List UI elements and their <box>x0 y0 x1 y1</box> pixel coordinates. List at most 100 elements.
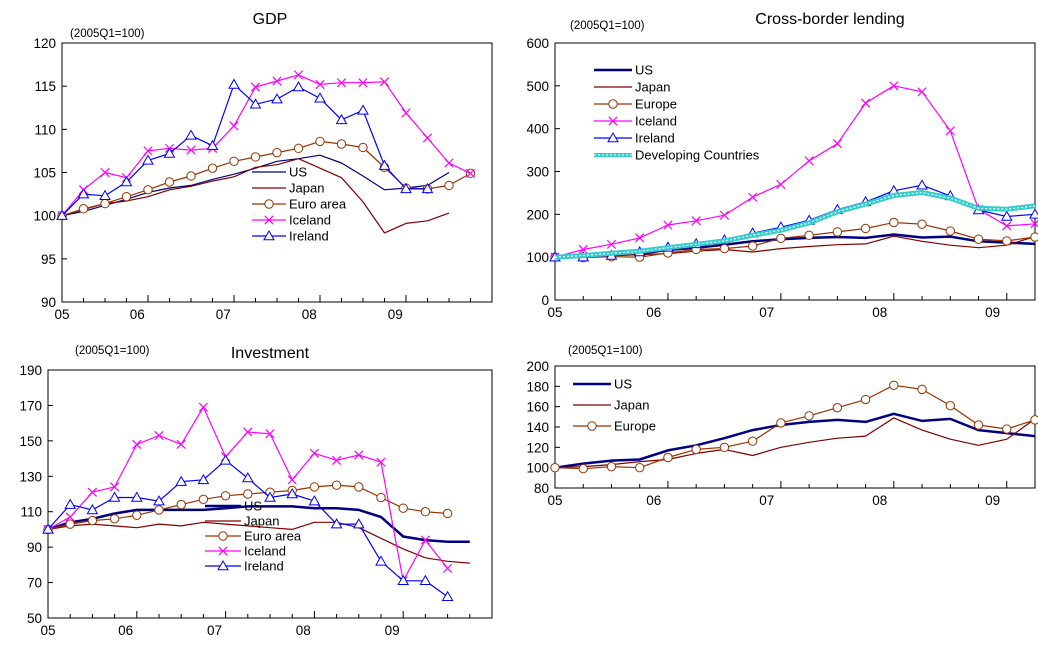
y-tick-label: 150 <box>19 434 42 449</box>
x-marker <box>331 455 342 465</box>
circle-marker <box>444 180 454 191</box>
circle-marker <box>315 136 325 147</box>
triangle-marker <box>441 590 454 601</box>
x-marker <box>606 239 617 249</box>
x-marker <box>719 210 730 220</box>
chart-panel-2: Cross-border lending (2005Q1=100) 0 100 200 3… <box>526 11 1038 320</box>
y-tick-label: 95 <box>41 252 56 267</box>
circle-marker <box>608 99 618 109</box>
x-marker <box>265 429 275 439</box>
y-tick-label: 110 <box>20 505 42 520</box>
x-marker <box>132 439 142 450</box>
series-iceland <box>43 402 453 586</box>
series-line <box>61 158 450 234</box>
y-tick-label: 180 <box>526 379 549 394</box>
x-marker <box>264 215 274 225</box>
x-tick-label: 05 <box>40 623 55 638</box>
circle-marker <box>747 436 758 446</box>
circle-marker <box>719 243 730 254</box>
x-marker <box>198 402 209 412</box>
y-tick-label: 500 <box>526 79 549 94</box>
triangle-marker <box>175 475 188 486</box>
series-line <box>554 85 1036 258</box>
circle-marker <box>1002 424 1012 434</box>
x-marker <box>229 121 239 131</box>
y-tick-label: 190 <box>19 363 42 378</box>
legend-label: US <box>614 377 632 392</box>
circle-marker <box>860 223 871 234</box>
x-marker <box>379 77 390 87</box>
circle-marker <box>220 491 231 501</box>
x-marker <box>309 448 320 458</box>
y-tick-label: 160 <box>526 400 549 415</box>
circle-marker <box>889 217 899 228</box>
x-marker <box>154 430 164 441</box>
legend-label: US <box>635 63 653 78</box>
y-tick-label: 115 <box>34 79 56 94</box>
series-iceland <box>57 70 476 221</box>
circle-marker <box>264 199 274 209</box>
triangle-marker <box>130 491 143 502</box>
x-marker <box>635 233 645 243</box>
triangle-marker <box>206 139 219 150</box>
x-tick-label: 07 <box>216 307 231 322</box>
series-line <box>554 221 1036 259</box>
circle-marker <box>218 531 228 541</box>
x-marker <box>776 179 786 189</box>
triangle-marker <box>400 182 412 194</box>
chart-title: Investment <box>231 345 310 362</box>
triangle-marker <box>185 129 197 140</box>
series-line <box>47 505 470 544</box>
series-iceland <box>550 81 1038 262</box>
series-us <box>554 412 1036 469</box>
series-ireland <box>56 78 434 220</box>
legend-label: Ireland <box>635 131 675 146</box>
circle-marker <box>331 480 342 490</box>
legend-label: Japan <box>244 514 279 529</box>
chart-title: GDP <box>253 11 288 28</box>
x-marker <box>860 98 871 108</box>
circle-marker <box>87 515 98 526</box>
x-marker <box>420 535 431 545</box>
series-line <box>61 83 428 217</box>
x-marker <box>186 145 196 155</box>
triangle-marker <box>64 498 77 509</box>
x-marker <box>465 168 476 178</box>
legend-label: Europe <box>635 97 677 112</box>
circle-marker <box>229 156 239 166</box>
series-japan <box>47 521 470 564</box>
triangle-marker <box>1029 208 1038 219</box>
x-tick-label: 08 <box>872 305 887 320</box>
y-tick-label: 70 <box>27 576 42 591</box>
triangle-marker <box>99 189 111 201</box>
x-tick-label: 07 <box>759 305 774 320</box>
x-tick-label: 06 <box>646 493 661 508</box>
circle-marker <box>358 142 368 153</box>
y-tick-label: 100 <box>526 250 549 265</box>
circle-marker <box>65 519 75 529</box>
y-tick-label: 400 <box>526 122 549 137</box>
series-line <box>554 384 1036 470</box>
triangle-marker <box>607 131 619 143</box>
y-tick-label: 90 <box>27 540 42 555</box>
circle-marker <box>776 418 786 428</box>
x-marker <box>376 457 386 467</box>
circle-marker <box>164 177 175 187</box>
triangle-marker <box>42 523 54 534</box>
x-tick-label: 09 <box>985 305 1000 320</box>
x-marker <box>608 116 618 126</box>
legend-label: Ireland <box>289 229 329 244</box>
circle-marker <box>376 492 386 503</box>
series-ireland <box>42 454 454 601</box>
triangle-marker <box>228 78 240 89</box>
y-tick-label: 600 <box>526 36 549 51</box>
triangle-marker <box>86 503 99 515</box>
circle-marker <box>154 505 164 515</box>
circle-marker <box>198 494 209 505</box>
circle-marker <box>945 400 955 411</box>
series-japan <box>61 158 450 234</box>
x-marker <box>293 70 304 80</box>
x-tick-label: 07 <box>759 493 774 508</box>
circle-marker <box>860 394 871 405</box>
